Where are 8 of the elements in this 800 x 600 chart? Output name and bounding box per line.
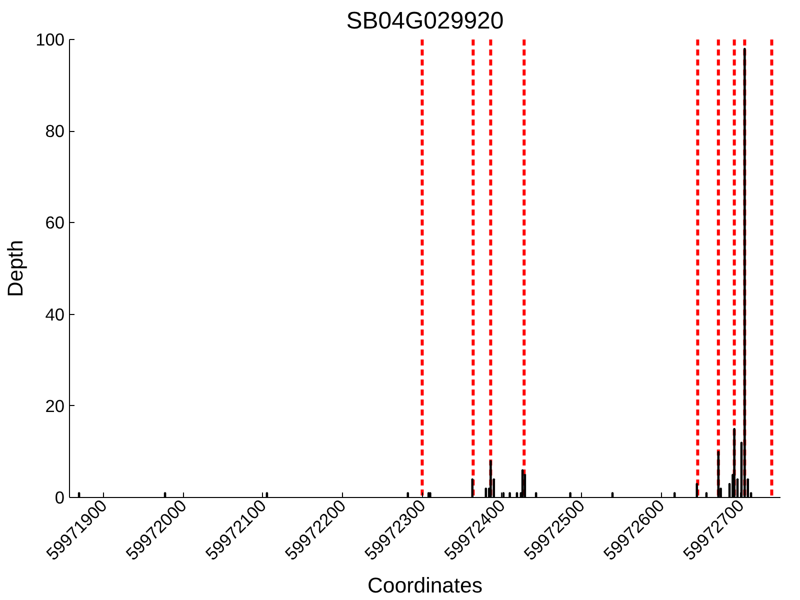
- y-tick-label: 60: [45, 212, 65, 233]
- y-tick-label: 20: [45, 396, 65, 416]
- chart-title: SB04G029920: [346, 8, 504, 34]
- y-tick-label: 100: [36, 30, 65, 50]
- y-axis-title: Depth: [4, 240, 28, 297]
- y-tick-label: 80: [45, 121, 65, 142]
- x-axis-title: Coordinates: [368, 574, 483, 598]
- y-tick-label: 40: [45, 304, 65, 324]
